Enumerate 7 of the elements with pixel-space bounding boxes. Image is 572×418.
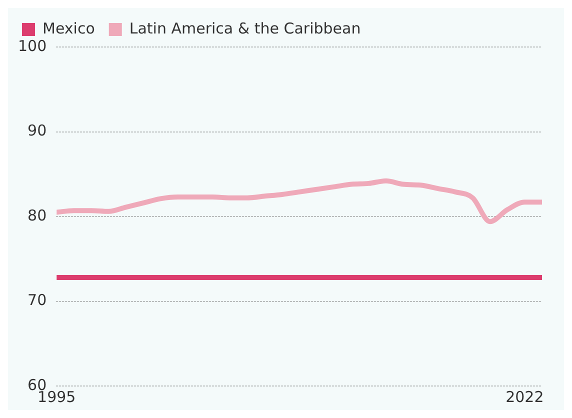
legend-label: Latin America & the Caribbean [129,19,361,38]
y-tick-label: 70 [28,291,47,310]
y-tick-label: 80 [28,206,47,224]
legend-label: Mexico [42,19,95,38]
y-tick-label: 90 [28,122,47,140]
x-tick-label: 2022 [506,388,544,406]
y-tick-label: 100 [18,36,47,55]
